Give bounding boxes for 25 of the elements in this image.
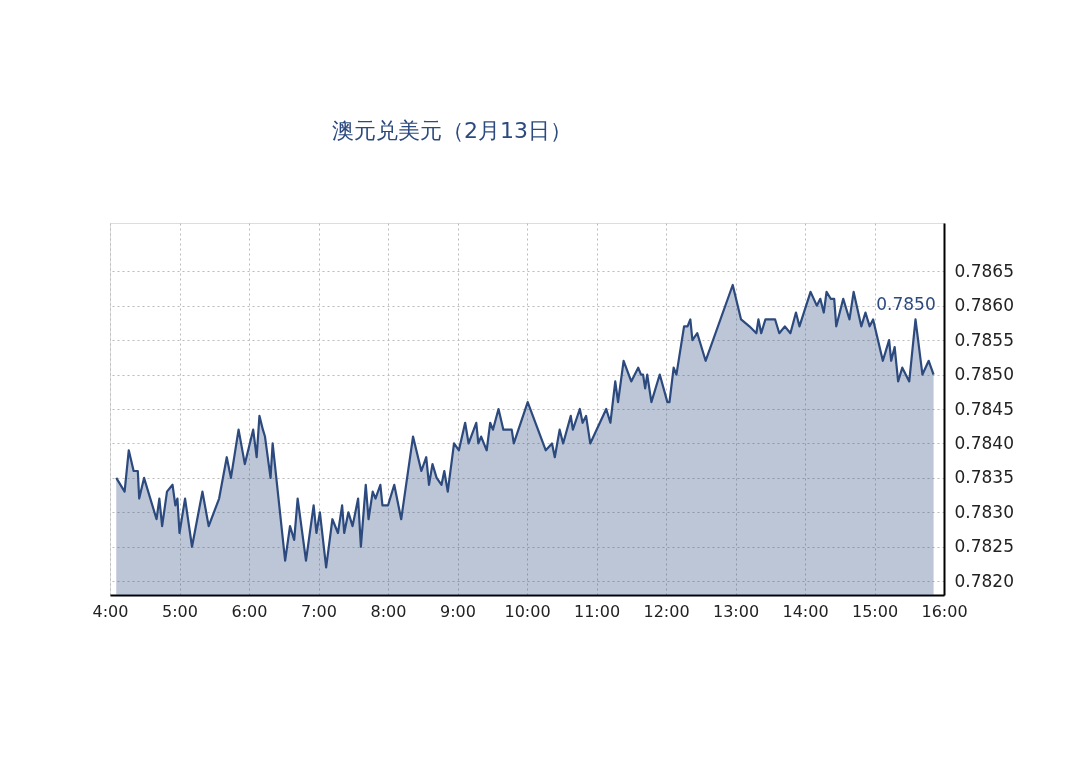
x-tick-label: 5:00	[162, 601, 198, 621]
x-tick-label: 12:00	[643, 601, 690, 621]
x-tick-label: 14:00	[782, 601, 829, 621]
y-tick-label: 0.7825	[954, 536, 1014, 557]
x-tick-label: 9:00	[440, 601, 476, 621]
x-tick-label: 8:00	[370, 601, 407, 621]
y-tick-label: 0.7835	[954, 467, 1014, 488]
x-tick-label: 10:00	[504, 601, 551, 621]
y-tick-label: 0.7860	[954, 295, 1014, 316]
x-tick-label: 16:00	[921, 601, 968, 621]
x-tick-label: 11:00	[573, 601, 621, 621]
annotation: 0.7850	[876, 294, 936, 314]
y-tick-label: 0.7830	[954, 501, 1014, 522]
x-tick-label: 6:00	[231, 601, 268, 621]
y-tick-label: 0.7855	[954, 329, 1014, 350]
x-tick-label: 15:00	[851, 601, 899, 621]
y-tick-label: 0.7850	[954, 364, 1014, 385]
chart-title: 澳元兑美元（2月13日）	[332, 118, 573, 143]
y-tick-label: 0.7820	[954, 570, 1014, 591]
y-tick-label: 0.7865	[954, 260, 1014, 281]
y-tick-label: 0.7840	[954, 432, 1014, 453]
x-tick-label: 13:00	[712, 601, 760, 621]
x-tick-label: 4:00	[92, 601, 129, 621]
y-tick-label: 0.7845	[954, 398, 1014, 419]
x-tick-label: 7:00	[301, 601, 337, 621]
